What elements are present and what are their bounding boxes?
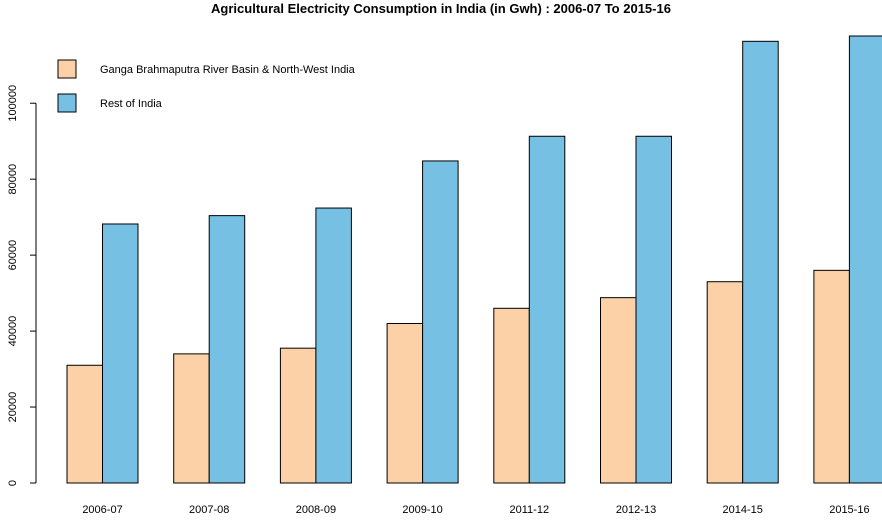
bar-series-1-2008-09 bbox=[315, 207, 352, 484]
x-tick-label: 2015-16 bbox=[829, 504, 869, 516]
bar-series-1-2012-13 bbox=[635, 135, 672, 484]
bar-series-1-2014-15 bbox=[742, 40, 779, 484]
y-tick-label: 80000 bbox=[7, 164, 19, 195]
bar-series-1-2015-16 bbox=[848, 35, 882, 484]
bar-series-1-2011-12 bbox=[528, 135, 566, 484]
x-tick-label: 2014-15 bbox=[723, 504, 763, 516]
y-tick-label: 20000 bbox=[7, 392, 19, 423]
bar-series-0-2012-13 bbox=[600, 297, 637, 484]
x-tick-label: 2009-10 bbox=[402, 504, 442, 516]
y-tick-label: 100000 bbox=[7, 85, 19, 122]
bar-series-0-2007-08 bbox=[173, 353, 210, 484]
chart-title: Agricultural Electricity Consumption in … bbox=[211, 1, 671, 16]
x-tick-label: 2011-12 bbox=[510, 504, 550, 516]
bars bbox=[66, 35, 882, 484]
x-tick-label: 2008-09 bbox=[296, 504, 336, 516]
x-tick-label: 2007-08 bbox=[189, 504, 229, 516]
bar-series-1-2009-10 bbox=[422, 160, 459, 484]
bar-series-1-2006-07 bbox=[102, 223, 139, 484]
bar-series-0-2006-07 bbox=[66, 364, 103, 484]
y-tick-label: 40000 bbox=[7, 316, 19, 347]
legend-label-0: Ganga Brahmaputra River Basin & North-We… bbox=[100, 64, 356, 76]
y-axis: 0 20000 40000 60000 80000 100000 bbox=[7, 85, 37, 486]
bar-series-0-2009-10 bbox=[386, 322, 424, 484]
x-tick-label: 2006-07 bbox=[82, 504, 122, 516]
y-tick-label: 60000 bbox=[7, 240, 19, 271]
legend-swatch-1 bbox=[57, 93, 77, 113]
bar-series-0-2011-12 bbox=[493, 307, 530, 484]
legend: Ganga Brahmaputra River Basin & North-We… bbox=[57, 59, 356, 113]
x-tick-label: 2012-13 bbox=[616, 504, 656, 516]
bar-series-1-2007-08 bbox=[208, 215, 246, 484]
bar-series-0-2014-15 bbox=[706, 281, 744, 484]
legend-label-1: Rest of India bbox=[100, 98, 163, 110]
bar-series-0-2008-09 bbox=[279, 347, 317, 484]
x-axis-labels: 2006-07 2007-08 2008-09 2009-10 2011-12 2012-… bbox=[82, 504, 869, 516]
bar-series-0-2015-16 bbox=[813, 269, 850, 484]
legend-swatch-0 bbox=[57, 59, 77, 79]
y-tick-label: 0 bbox=[7, 480, 19, 486]
